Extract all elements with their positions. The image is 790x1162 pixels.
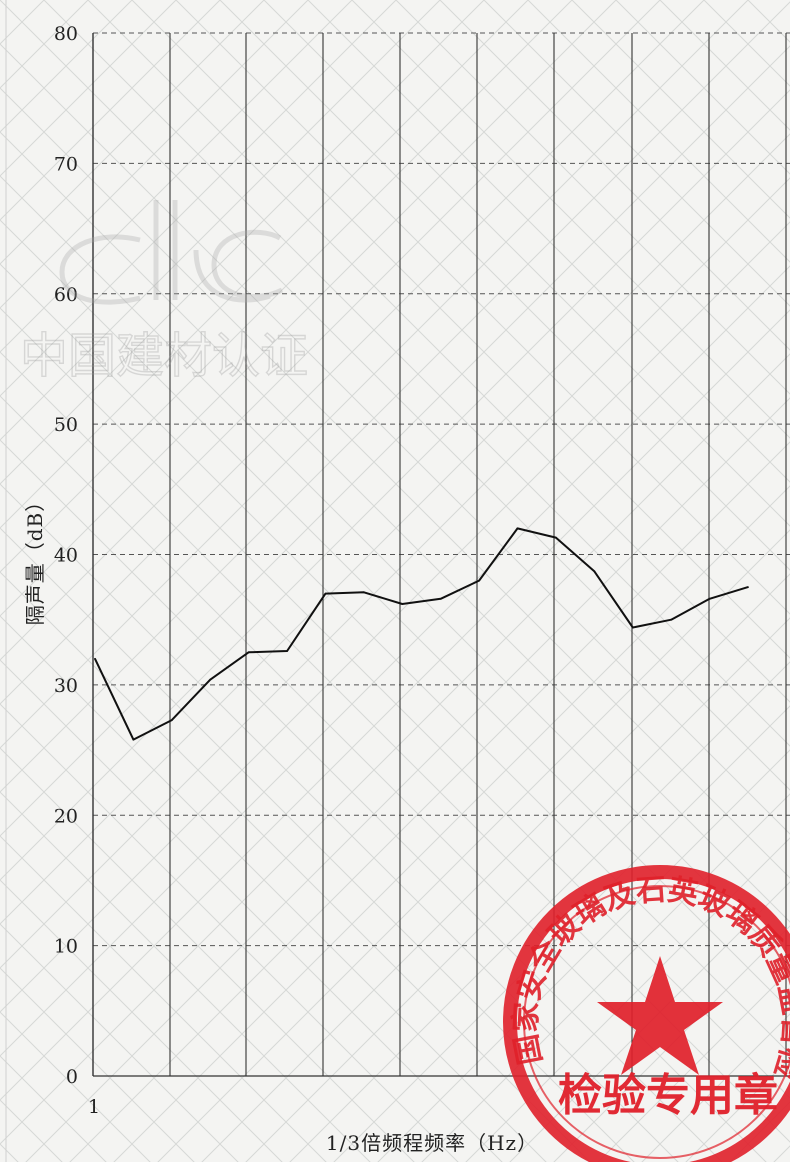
y-tick-label-70: 70	[54, 153, 78, 175]
data-point-8	[401, 603, 404, 605]
data-point-17	[747, 586, 749, 588]
y-tick-label-60: 60	[54, 284, 78, 306]
y-tick-label-20: 20	[54, 805, 78, 827]
y-tick-label-40: 40	[54, 545, 78, 567]
series-line-0	[94, 527, 749, 741]
watermark: 中国建材认证	[19, 200, 309, 385]
ctc-logo	[59, 200, 284, 305]
y-axis-ticks: 0 10 20 30 40 50 60 70 80	[54, 23, 78, 1088]
seal-center-text: 检验专用章	[558, 1070, 778, 1121]
inspection-seal: 国家安全玻璃及石英玻璃质量监督检验中心 检验专用章	[503, 865, 790, 1162]
data-point-13	[593, 570, 596, 573]
star-icon	[597, 956, 723, 1075]
x-axis-ticks: 1	[88, 1096, 100, 1118]
data-point-15	[670, 618, 673, 621]
data-point-9	[439, 597, 442, 600]
data-point-10	[478, 579, 480, 582]
series-layer	[94, 527, 749, 741]
data-point-16	[708, 597, 711, 600]
data-point-11	[516, 527, 519, 530]
y-axis-label: 隔声量（dB）	[23, 491, 47, 626]
y-tick-label-0: 0	[66, 1066, 78, 1088]
x-axis-label: 1/3倍频程频率（Hz）	[326, 1131, 538, 1155]
data-point-2	[170, 719, 173, 721]
data-point-3	[209, 678, 212, 681]
data-point-4	[247, 651, 250, 654]
chart-grid	[92, 32, 790, 1077]
y-tick-label-10: 10	[54, 936, 78, 958]
y-tick-label-80: 80	[54, 23, 78, 45]
data-point-1	[132, 738, 135, 741]
data-point-5	[286, 650, 288, 652]
data-point-7	[363, 591, 365, 594]
data-point-14	[631, 626, 634, 629]
watermark-text: 中国建材认证	[20, 328, 308, 384]
data-point-6	[324, 592, 327, 595]
y-tick-label-30: 30	[54, 675, 78, 697]
data-point-12	[555, 536, 557, 539]
y-tick-label-50: 50	[54, 414, 78, 436]
x-tick-label-0: 1	[88, 1096, 100, 1118]
data-point-0	[94, 657, 96, 660]
